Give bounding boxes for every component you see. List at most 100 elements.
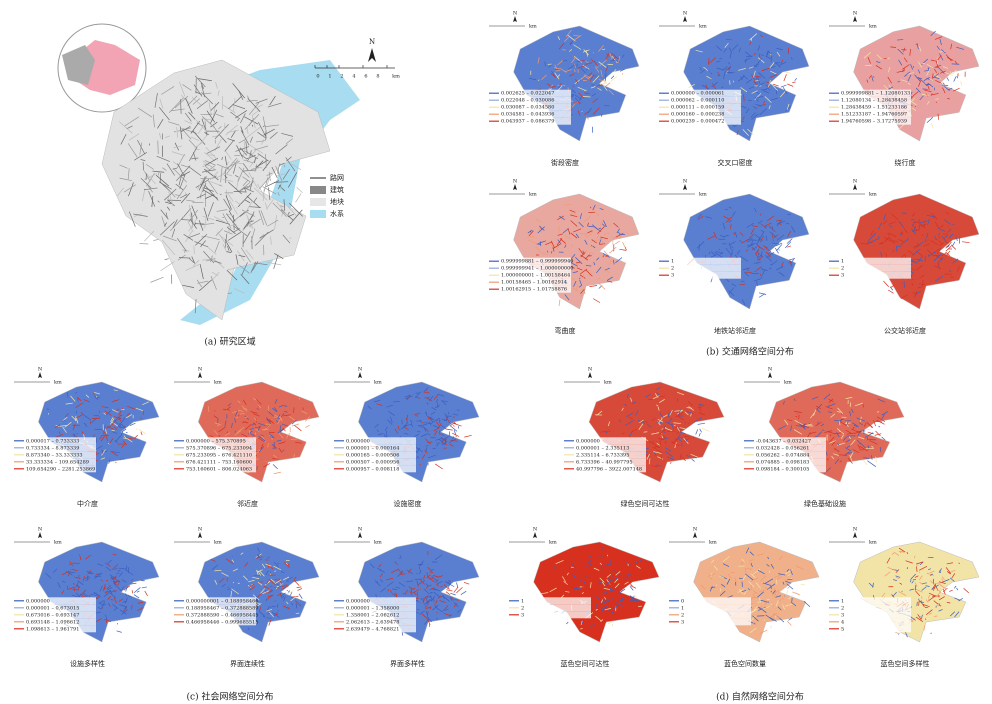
street: [420, 464, 421, 465]
legend-label: 0.372888590 – 0.466958445: [186, 612, 258, 618]
street: [878, 426, 880, 427]
legend-label: 1.098613 – 1.961791: [26, 626, 79, 632]
street: [136, 429, 137, 430]
street: [270, 586, 272, 587]
street: [787, 621, 791, 625]
legend-label: 3: [521, 612, 524, 618]
street: [702, 428, 709, 431]
street: [153, 239, 158, 240]
legend-label: 109.654290 – 2281.253869: [26, 466, 95, 472]
legend-label: 0.000000: [26, 598, 50, 604]
legend-bg: [839, 272, 911, 279]
street: [770, 626, 772, 629]
street: [589, 285, 597, 286]
map-label: 中介度: [77, 499, 98, 508]
scale-unit: km: [529, 24, 537, 30]
north-label: N: [853, 527, 858, 533]
legend-label: 1.51233187 – 1.94760597: [841, 112, 907, 118]
street: [915, 106, 916, 107]
north-arrow: [513, 184, 517, 190]
legend-label: 0.000000001 – 0.188958466: [186, 598, 258, 604]
street: [612, 624, 613, 627]
street: [895, 632, 900, 633]
street: [446, 590, 452, 591]
legend-label: 0.002625 – 0.022047: [501, 91, 554, 97]
legend-label: 0.000507 – 0.000956: [346, 459, 399, 465]
legend-label: 0.056262 – 0.074884: [756, 452, 809, 458]
street: [566, 622, 568, 624]
caption: (a) 研究区域: [204, 336, 255, 348]
legend-bg: [669, 265, 741, 272]
north-label: N: [198, 367, 203, 373]
street: [619, 249, 626, 250]
street: [927, 117, 933, 122]
north-label: N: [588, 367, 593, 373]
north-label: N: [513, 11, 518, 17]
street: [593, 52, 594, 53]
map-label: 设施多样性: [70, 659, 105, 668]
street: [274, 472, 281, 474]
street: [297, 187, 303, 192]
north-label: N: [693, 527, 698, 533]
street: [608, 622, 612, 624]
scale-label: 4: [352, 74, 355, 80]
legend-label: 1.00158465 – 1.00162914: [501, 280, 567, 286]
legend-label: 2: [841, 605, 844, 611]
north-label: N: [768, 367, 773, 373]
street: [787, 84, 793, 86]
legend-label: 0.999999941 – 1.000000000: [501, 266, 573, 272]
street: [611, 76, 614, 79]
street: [615, 241, 620, 244]
street: [297, 587, 302, 588]
legend-label: 0.000000: [576, 438, 600, 444]
map-area: [684, 194, 809, 309]
legend-bg: [839, 625, 911, 632]
street: [867, 461, 876, 467]
north-label: N: [533, 527, 538, 533]
scale-unit: km: [699, 192, 707, 198]
legend-label: 2: [671, 266, 674, 272]
legend-label: 建筑: [330, 185, 344, 194]
street: [117, 631, 122, 633]
street: [771, 591, 772, 592]
north-label: N: [198, 527, 203, 533]
street: [759, 293, 766, 295]
legend-label: 0.032428 – 0.056261: [756, 445, 809, 451]
map-label: 蓝色空间可达性: [561, 659, 610, 668]
legend-bg: [519, 604, 591, 611]
map-label: 邻近度: [237, 499, 258, 508]
scale-unit: km: [699, 24, 707, 30]
north-arrow: [198, 372, 202, 378]
north-label: N: [683, 11, 688, 17]
legend-label: 0.034581 – 0.043936: [501, 112, 554, 118]
legend-label: 676.421111 – 753.160600: [186, 459, 252, 465]
legend-label: 1: [671, 259, 674, 265]
legend-label: 6.733396 – 40.997795: [576, 459, 633, 465]
legend-label: 575.370896 – 675.233094: [186, 445, 252, 451]
north-label: N: [358, 527, 363, 533]
legend-label: 0.000000 – 575.370895: [186, 438, 246, 444]
legend-label: 0.000001 – 0.000164: [346, 445, 399, 451]
street: [141, 432, 142, 435]
map-label: 弯曲度: [555, 326, 576, 335]
legend-label: 1: [681, 605, 684, 611]
map-label: 绿色空间可达性: [621, 499, 670, 508]
street: [461, 591, 466, 594]
north-arrow: [853, 532, 857, 538]
north-arrow: [533, 532, 537, 538]
legend-bg: [519, 597, 591, 604]
street: [954, 76, 957, 81]
scale-label: 6: [364, 74, 367, 80]
north-arrow: [683, 16, 687, 22]
legend-label: 2.335114 – 6.733395: [576, 452, 629, 458]
legend-bg: [839, 265, 911, 272]
legend-label: 1.12080134 – 1.28438458: [841, 98, 907, 104]
legend-label: 0.188958467 – 0.372888589: [186, 605, 258, 611]
scale-unit: km: [214, 380, 222, 386]
legend-label: 地块: [330, 197, 344, 206]
scale-unit: km: [869, 540, 877, 546]
street: [759, 294, 765, 298]
street: [287, 591, 294, 594]
scale-label: 2: [340, 74, 343, 80]
legend-bg: [669, 272, 741, 279]
